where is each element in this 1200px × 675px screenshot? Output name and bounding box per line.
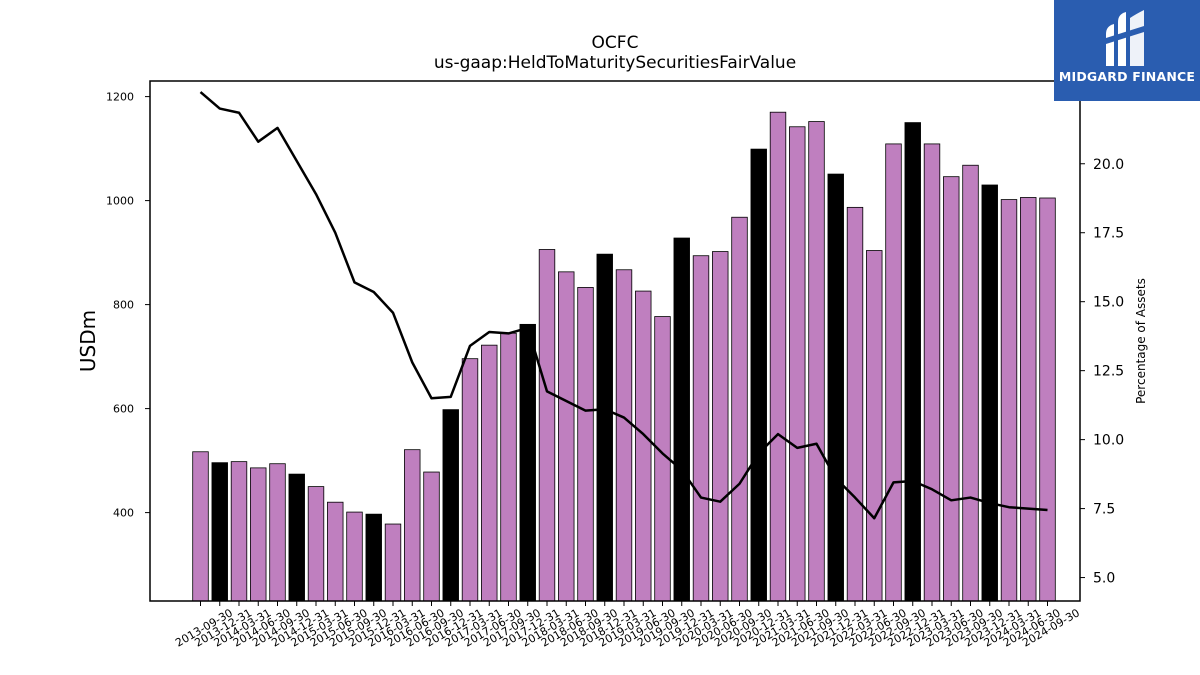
bar — [250, 467, 267, 602]
bar — [846, 206, 864, 602]
y-ticks-group: 400 600 800 1000 1200 — [106, 91, 150, 520]
bar — [481, 344, 498, 602]
bar — [827, 173, 844, 602]
y2-tick-label: 12.5 — [1093, 364, 1124, 380]
brand-logo: MIDGARD FINANCE — [1054, 0, 1200, 101]
bar — [346, 511, 363, 602]
y-tick-label: 1200 — [106, 91, 134, 104]
bar — [712, 251, 729, 602]
bar — [230, 461, 248, 602]
y2-tick-label: 15.0 — [1093, 295, 1124, 311]
bar — [808, 121, 825, 602]
y-tick-label: 800 — [113, 299, 134, 312]
bar — [731, 216, 748, 602]
bar — [288, 473, 305, 602]
bar — [673, 237, 690, 602]
bar — [423, 471, 440, 602]
bar — [635, 290, 652, 602]
y2-tick-label: 10.0 — [1093, 433, 1124, 449]
bars-group — [192, 111, 1056, 602]
bar — [538, 249, 556, 602]
bar — [192, 451, 209, 602]
bar — [500, 332, 517, 602]
logo-text: MIDGARD FINANCE — [1058, 69, 1196, 84]
bar — [596, 253, 613, 602]
bar — [981, 184, 998, 602]
chart-subtitle: us-gaap:HeldToMaturitySecuritiesFairValu… — [434, 53, 796, 73]
bar — [769, 111, 787, 602]
y2-ticks-group: 5.07.510.012.515.017.520.022.5 — [1080, 88, 1124, 587]
x-ticks-group: 2013-09-302013-12-312014-03-312014-06-30… — [173, 601, 1082, 650]
bar — [923, 143, 941, 602]
y2-axis-label: Percentage of Assets — [1134, 278, 1148, 404]
bar — [615, 269, 633, 602]
bar — [307, 486, 325, 602]
bar — [461, 358, 479, 602]
bar — [558, 271, 575, 602]
y-tick-label: 400 — [113, 507, 134, 520]
y-tick-label: 1000 — [106, 195, 134, 208]
bar — [962, 164, 979, 602]
percentage-line — [199, 91, 1048, 520]
bar — [519, 323, 536, 602]
bar — [1039, 197, 1056, 602]
y2-tick-label: 7.5 — [1093, 502, 1115, 518]
line-group — [199, 91, 1048, 520]
bar — [750, 148, 767, 602]
bar — [692, 255, 710, 602]
bar — [442, 409, 459, 602]
bar — [1000, 199, 1018, 602]
bar — [885, 143, 902, 602]
y-tick-label: 600 — [113, 403, 134, 416]
y2-tick-label: 20.0 — [1093, 157, 1124, 173]
bar — [327, 501, 344, 602]
chart-title: OCFC — [592, 33, 639, 53]
y2-tick-label: 17.5 — [1093, 226, 1124, 242]
bar — [269, 463, 286, 602]
bar — [1020, 197, 1037, 602]
midgard-logo-icon — [1106, 10, 1144, 66]
bar — [211, 462, 228, 602]
bar — [789, 126, 806, 602]
y2-tick-label: 5.0 — [1093, 571, 1115, 587]
bar — [866, 250, 883, 602]
plot-frame — [149, 80, 1081, 602]
bar — [943, 176, 960, 602]
bar — [365, 513, 382, 602]
y-axis-label: USDm — [76, 310, 100, 372]
bar — [384, 523, 402, 602]
bar — [404, 449, 421, 602]
bar — [577, 287, 594, 602]
bar — [904, 122, 921, 602]
